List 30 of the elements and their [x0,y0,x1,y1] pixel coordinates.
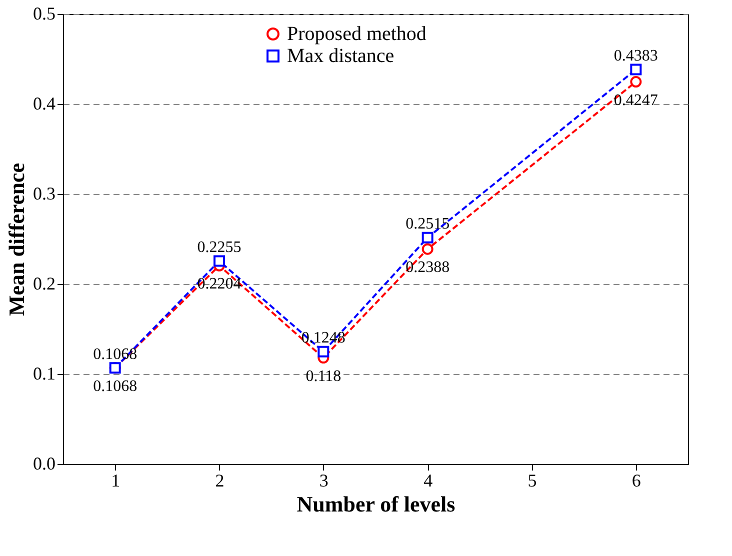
x-tick-label: 4 [424,470,433,490]
x-tick-label: 2 [215,470,224,490]
point [422,243,434,255]
x-tick-label: 3 [319,470,328,490]
y-tick-label: 0.3 [33,184,56,204]
x-tick-label: 1 [111,470,120,490]
y-tick-label: 0.1 [33,364,56,384]
point [214,255,225,267]
data-label: 0.2388 [406,259,450,276]
y-tick-label: 0.5 [33,4,56,24]
data-label: 0.2515 [406,216,450,233]
data-label: 0.2204 [197,276,242,293]
point [318,346,330,358]
x-tick-label: 6 [632,470,641,490]
y-axis-title: Mean difference [4,162,29,316]
data-label: 0.4383 [614,48,658,65]
y-tick-label: 0.4 [33,94,56,114]
data-label: 0.4247 [614,92,658,109]
x-axis-title: Number of levels [296,492,456,516]
data-label: 0.2255 [197,239,242,256]
y-tick-label: 0.2 [33,274,56,294]
y-tick-label: 0.0 [33,454,56,474]
point [422,232,434,244]
data-label: 0.1068 [93,378,138,395]
x-tick-label: 5 [528,470,537,490]
legend-label: Max distance [287,45,394,67]
data-label: 0.118 [306,368,342,385]
legend-label: Proposed method [287,23,426,45]
point [630,64,642,76]
point [630,76,642,88]
